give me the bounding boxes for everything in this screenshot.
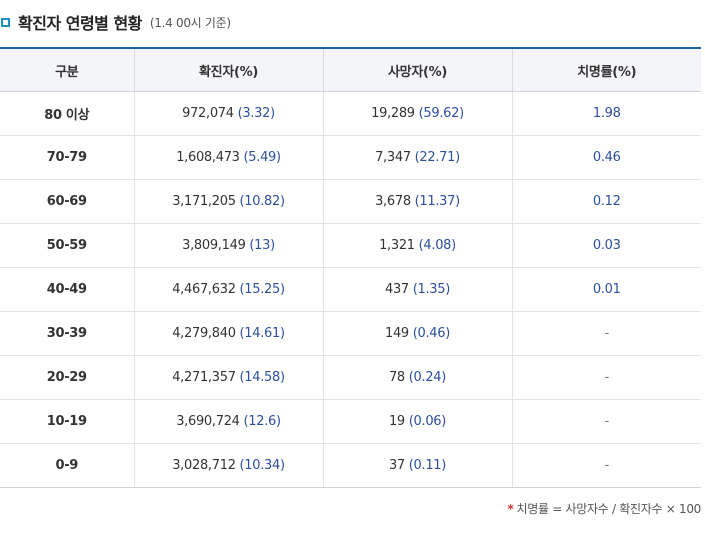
cell-age-group: 10-19 xyxy=(0,399,135,444)
table-row: 80 이상 972,074 (3.32) 19,289 (59.62) 1.98 xyxy=(0,91,701,136)
cell-cases: 972,074 (3.32) xyxy=(134,91,324,136)
cell-cases-percent: (15.25) xyxy=(239,282,286,297)
cell-age-group: 80 이상 xyxy=(0,91,135,136)
column-header-cases: 확진자(%) xyxy=(134,48,324,92)
cell-cases-percent: (10.34) xyxy=(239,458,286,473)
cell-cases: 4,271,357 (14.58) xyxy=(134,355,324,400)
cell-cases-value: 972,074 xyxy=(182,106,234,121)
cell-deaths-percent: (0.46) xyxy=(412,326,451,341)
cell-fatality: 0.03 xyxy=(512,223,701,268)
cell-cases-value: 4,279,840 xyxy=(172,326,236,341)
cell-deaths: 1,321 (4.08) xyxy=(323,223,513,268)
cell-cases-value: 3,028,712 xyxy=(172,458,236,473)
cell-cases: 4,279,840 (14.61) xyxy=(134,311,324,356)
cell-fatality: - xyxy=(512,443,701,488)
age-stats-table: 구분 확진자(%) 사망자(%) 치명률(%) 80 이상 972,074 (3.… xyxy=(0,47,701,488)
cell-deaths-value: 437 xyxy=(384,282,409,297)
cell-age-group: 40-49 xyxy=(0,267,135,312)
cell-age-group: 50-59 xyxy=(0,223,135,268)
table-row: 50-59 3,809,149 (13) 1,321 (4.08) 0.03 xyxy=(0,223,701,268)
column-header-fatality: 치명률(%) xyxy=(512,48,701,92)
table-row: 20-29 4,271,357 (14.58) 78 (0.24) - xyxy=(0,355,701,400)
cell-fatality: 0.01 xyxy=(512,267,701,312)
cell-deaths: 149 (0.46) xyxy=(323,311,513,356)
cell-cases-percent: (12.6) xyxy=(243,414,282,429)
cell-deaths-percent: (4.08) xyxy=(418,238,457,253)
cell-cases-percent: (3.32) xyxy=(237,106,276,121)
table-header-row: 구분 확진자(%) 사망자(%) 치명률(%) xyxy=(0,48,701,92)
cell-deaths-value: 37 xyxy=(388,458,405,473)
table-row: 40-49 4,467,632 (15.25) 437 (1.35) 0.01 xyxy=(0,267,701,312)
cell-fatality: - xyxy=(512,311,701,356)
cell-deaths: 19 (0.06) xyxy=(323,399,513,444)
cell-cases: 4,467,632 (15.25) xyxy=(134,267,324,312)
cell-cases: 3,028,712 (10.34) xyxy=(134,443,324,488)
cell-deaths-percent: (11.37) xyxy=(414,194,461,209)
table-row: 70-79 1,608,473 (5.49) 7,347 (22.71) 0.46 xyxy=(0,135,701,180)
cell-deaths-percent: (0.06) xyxy=(408,414,447,429)
cell-deaths-value: 149 xyxy=(384,326,409,341)
cell-age-group: 0-9 xyxy=(0,443,135,488)
cell-fatality: 1.98 xyxy=(512,91,701,136)
cell-cases-value: 4,467,632 xyxy=(172,282,236,297)
column-header-category: 구분 xyxy=(0,48,135,92)
page-subtitle: (1.4 00시 기준) xyxy=(149,15,231,30)
cell-cases-percent: (10.82) xyxy=(239,194,286,209)
footnote: * 치명률 = 사망자수 / 확진자수 × 100 xyxy=(507,500,702,517)
table-body: 80 이상 972,074 (3.32) 19,289 (59.62) 1.98 70-… xyxy=(0,91,701,488)
footnote-star: * xyxy=(507,502,514,516)
cell-cases-value: 3,809,149 xyxy=(182,238,246,253)
table-row: 0-9 3,028,712 (10.34) 37 (0.11) - xyxy=(0,443,701,488)
table-row: 10-19 3,690,724 (12.6) 19 (0.06) - xyxy=(0,399,701,444)
table-row: 30-39 4,279,840 (14.61) 149 (0.46) - xyxy=(0,311,701,356)
cell-fatality: 0.46 xyxy=(512,135,701,180)
cell-deaths: 37 (0.11) xyxy=(323,443,513,488)
cell-age-group: 20-29 xyxy=(0,355,135,400)
cell-deaths-value: 78 xyxy=(388,370,405,385)
cell-deaths-percent: (0.24) xyxy=(408,370,447,385)
cell-deaths-percent: (1.35) xyxy=(412,282,451,297)
cell-fatality: - xyxy=(512,355,701,400)
section-header: 확진자 연령별 현황 (1.4 00시 기준) xyxy=(0,10,231,34)
cell-deaths: 437 (1.35) xyxy=(323,267,513,312)
cell-fatality: - xyxy=(512,399,701,444)
cell-age-group: 30-39 xyxy=(0,311,135,356)
page-title: 확진자 연령별 현황 xyxy=(18,14,142,33)
square-bullet-icon xyxy=(1,17,10,27)
cell-deaths-value: 3,678 xyxy=(375,194,411,209)
column-header-deaths: 사망자(%) xyxy=(323,48,513,92)
cell-deaths: 78 (0.24) xyxy=(323,355,513,400)
cell-deaths-percent: (59.62) xyxy=(418,106,465,121)
cell-deaths-value: 7,347 xyxy=(375,150,411,165)
cell-fatality: 0.12 xyxy=(512,179,701,224)
cell-deaths: 7,347 (22.71) xyxy=(323,135,513,180)
cell-cases: 3,690,724 (12.6) xyxy=(134,399,324,444)
table-row: 60-69 3,171,205 (10.82) 3,678 (11.37) 0.12 xyxy=(0,179,701,224)
cell-cases-value: 4,271,357 xyxy=(172,370,236,385)
cell-age-group: 70-79 xyxy=(0,135,135,180)
cell-cases-percent: (14.61) xyxy=(239,326,286,341)
cell-cases-percent: (14.58) xyxy=(239,370,286,385)
cell-age-group: 60-69 xyxy=(0,179,135,224)
cell-cases-percent: (5.49) xyxy=(243,150,282,165)
cell-cases-value: 1,608,473 xyxy=(176,150,240,165)
cell-cases-value: 3,171,205 xyxy=(172,194,236,209)
cell-cases: 3,809,149 (13) xyxy=(134,223,324,268)
cell-deaths-value: 19,289 xyxy=(371,106,415,121)
cell-deaths: 3,678 (11.37) xyxy=(323,179,513,224)
cell-cases: 1,608,473 (5.49) xyxy=(134,135,324,180)
cell-deaths-percent: (0.11) xyxy=(408,458,447,473)
cell-deaths-percent: (22.71) xyxy=(414,150,461,165)
cell-cases-value: 3,690,724 xyxy=(176,414,240,429)
cell-cases-percent: (13) xyxy=(249,238,275,253)
cell-deaths: 19,289 (59.62) xyxy=(323,91,513,136)
footnote-text: 치명률 = 사망자수 / 확진자수 × 100 xyxy=(516,502,702,516)
cell-cases: 3,171,205 (10.82) xyxy=(134,179,324,224)
cell-deaths-value: 1,321 xyxy=(379,238,415,253)
cell-deaths-value: 19 xyxy=(388,414,405,429)
